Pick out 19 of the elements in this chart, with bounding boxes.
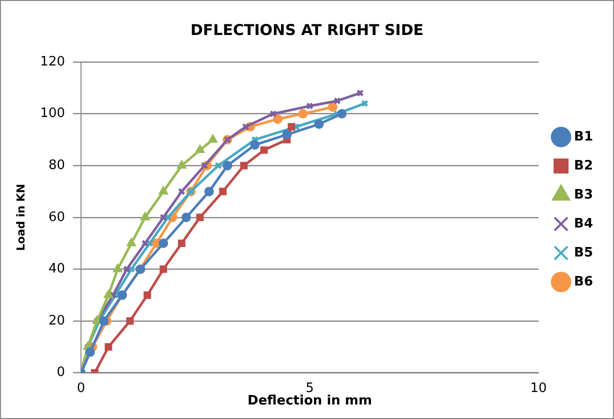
legend-label: B1 [574,129,594,144]
legend-label: B5 [574,245,594,260]
y-tick-label: 0 [56,365,66,380]
x-tick-label: 5 [306,380,314,396]
legend-label: B4 [574,216,594,232]
y-tick-label: 20 [48,313,66,328]
y-tick-label: 60 [48,210,66,225]
chart-title: DFLECTIONS AT RIGHT SIDE [190,20,424,39]
y-tick-label: 40 [48,262,66,277]
legend-label: B6 [574,274,594,290]
legend-label: B2 [574,158,594,174]
y-tick-label: 100 [40,106,66,122]
x-tick-label: 0 [76,380,86,396]
y-tick-label: 80 [48,158,66,173]
y-tick-label: 120 [40,54,66,70]
y-axis-title: Load in KN [14,184,28,251]
x-axis-title: Deflection in mm [248,394,372,409]
x-tick-label: 10 [530,380,547,396]
legend-label: B3 [574,187,594,202]
